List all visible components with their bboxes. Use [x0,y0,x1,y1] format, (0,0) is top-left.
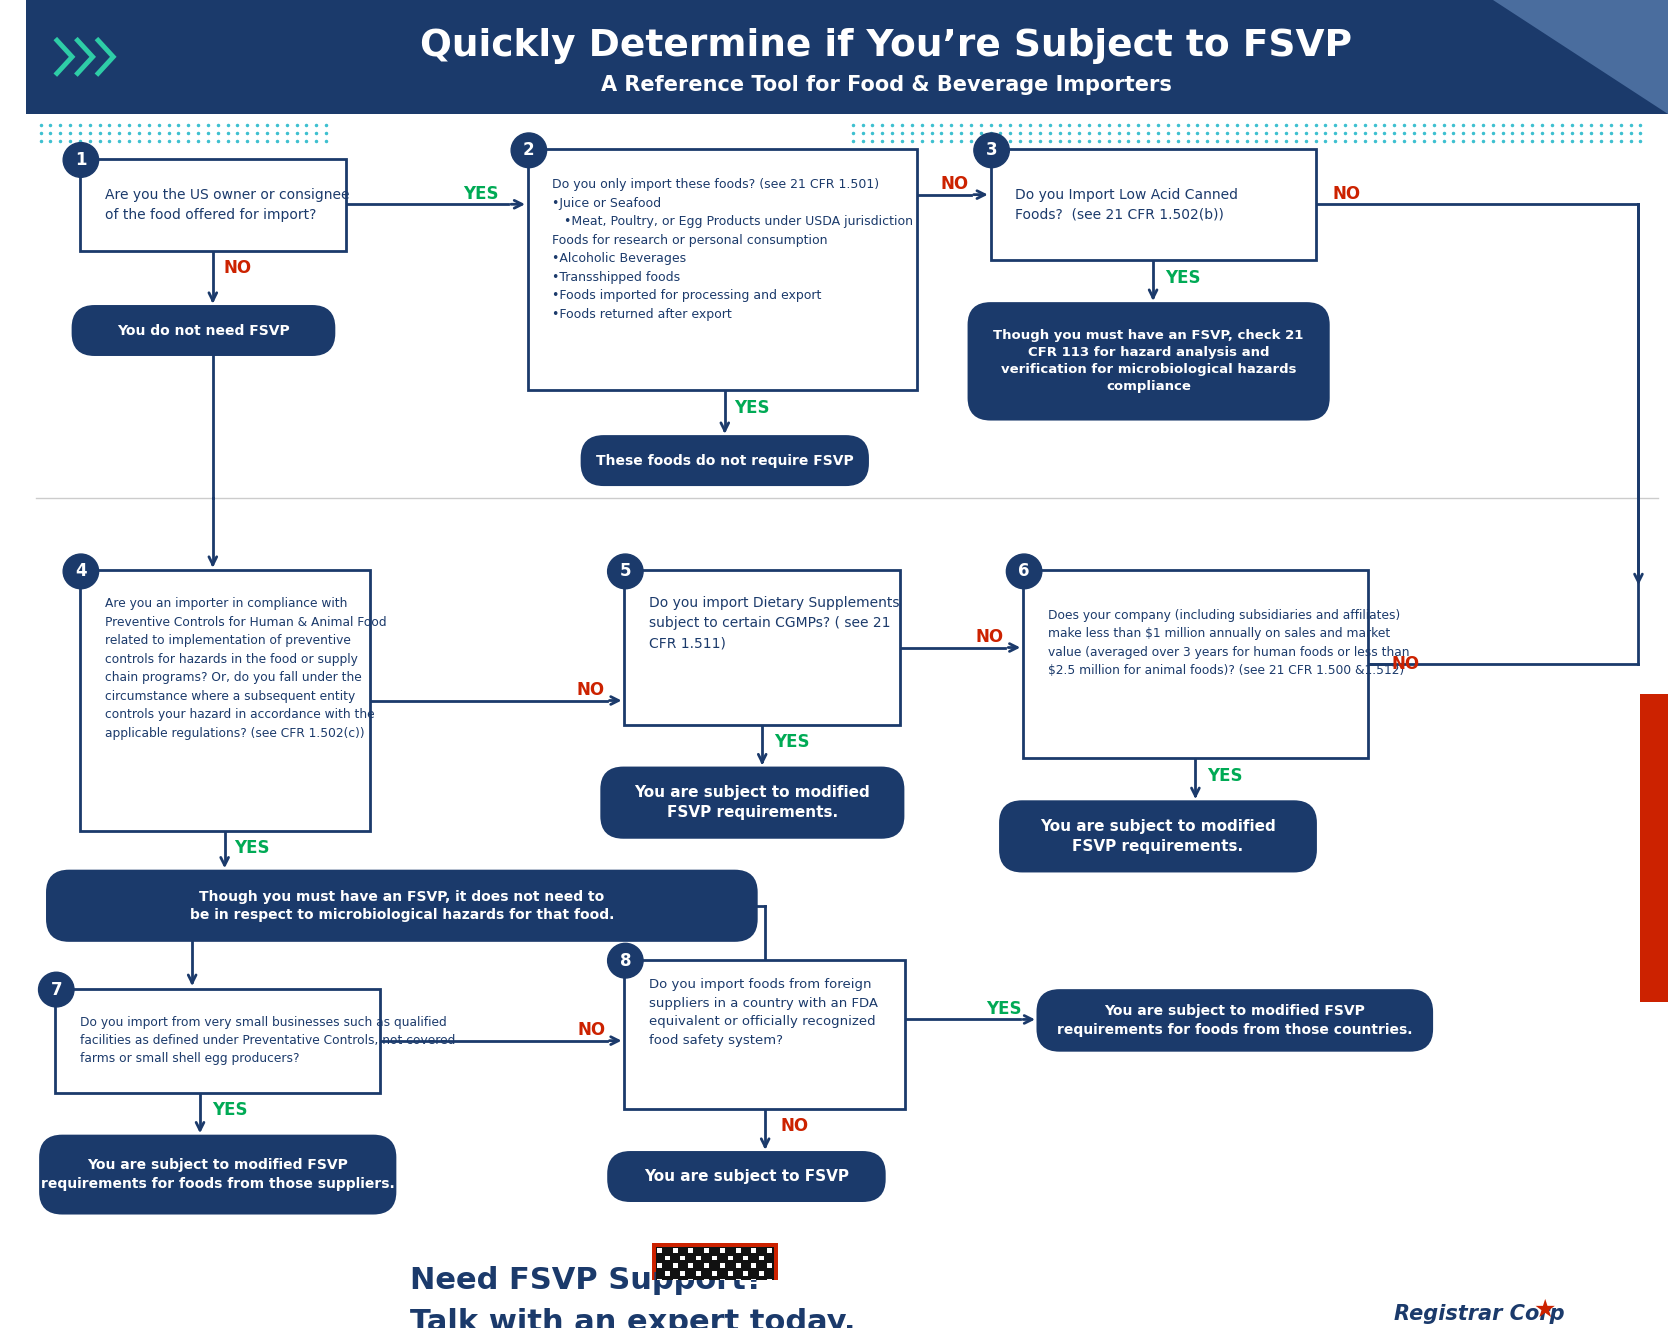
Text: 8: 8 [619,952,631,969]
FancyBboxPatch shape [751,1309,756,1315]
FancyBboxPatch shape [704,1325,709,1328]
FancyBboxPatch shape [721,1309,726,1315]
FancyBboxPatch shape [624,960,906,1109]
FancyBboxPatch shape [759,1287,764,1291]
FancyBboxPatch shape [704,1279,709,1283]
FancyBboxPatch shape [721,1325,726,1328]
Text: NO: NO [781,1117,809,1135]
Text: Do you only import these foods? (see 21 CFR 1.501)
•Juice or Seafood
   •Meat, P: Do you only import these foods? (see 21 … [552,178,914,321]
FancyBboxPatch shape [767,1248,772,1252]
FancyBboxPatch shape [689,1325,694,1328]
FancyBboxPatch shape [672,1325,677,1328]
FancyBboxPatch shape [624,571,901,725]
Circle shape [607,943,644,977]
Circle shape [63,142,98,178]
FancyBboxPatch shape [25,0,1668,114]
Text: Are you the US owner or consignee
of the food offered for import?: Are you the US owner or consignee of the… [105,187,349,222]
Text: Do you import from very small businesses such as qualified
facilities as defined: Do you import from very small businesses… [80,1016,455,1065]
FancyBboxPatch shape [689,1279,694,1283]
FancyBboxPatch shape [727,1287,732,1291]
Text: Are you an importer in compliance with
Preventive Controls for Human & Animal Fo: Are you an importer in compliance with P… [105,598,385,740]
FancyBboxPatch shape [672,1263,677,1268]
FancyBboxPatch shape [40,1135,395,1214]
FancyBboxPatch shape [666,1301,669,1307]
FancyBboxPatch shape [696,1271,701,1276]
Text: YES: YES [774,733,809,750]
FancyBboxPatch shape [759,1301,764,1307]
FancyBboxPatch shape [721,1263,726,1268]
Text: You are subject to FSVP: You are subject to FSVP [644,1169,849,1185]
Text: 2: 2 [524,141,535,159]
FancyBboxPatch shape [666,1317,669,1321]
FancyBboxPatch shape [657,1263,662,1268]
FancyBboxPatch shape [744,1271,749,1276]
Text: Though you must have an FSVP, check 21
CFR 113 for hazard analysis and
verificat: Though you must have an FSVP, check 21 C… [994,329,1304,393]
FancyBboxPatch shape [751,1263,756,1268]
FancyBboxPatch shape [736,1293,741,1299]
FancyBboxPatch shape [727,1301,732,1307]
Polygon shape [1493,0,1668,114]
FancyBboxPatch shape [751,1325,756,1328]
FancyBboxPatch shape [609,1153,884,1201]
FancyBboxPatch shape [744,1301,749,1307]
Text: NO: NO [224,259,252,276]
Text: 6: 6 [1019,562,1029,580]
Text: YES: YES [734,398,771,417]
FancyBboxPatch shape [80,159,345,251]
Text: YES: YES [212,1101,247,1120]
FancyBboxPatch shape [721,1279,726,1283]
Text: Do you import Dietary Supplements
subject to certain CGMPs? ( see 21
CFR 1.511): Do you import Dietary Supplements subjec… [649,596,899,651]
FancyBboxPatch shape [759,1271,764,1276]
FancyBboxPatch shape [689,1293,694,1299]
FancyBboxPatch shape [681,1317,686,1321]
FancyBboxPatch shape [47,871,756,940]
FancyBboxPatch shape [681,1301,686,1307]
FancyBboxPatch shape [751,1248,756,1252]
FancyBboxPatch shape [759,1317,764,1321]
FancyBboxPatch shape [666,1271,669,1276]
Text: You are subject to modified
FSVP requirements.: You are subject to modified FSVP require… [1041,819,1276,854]
Text: YES: YES [986,1000,1021,1017]
FancyBboxPatch shape [744,1255,749,1260]
FancyBboxPatch shape [1640,693,1668,1003]
Circle shape [974,133,1009,167]
FancyBboxPatch shape [657,1293,662,1299]
FancyBboxPatch shape [1037,991,1431,1050]
Text: ★: ★ [1535,1297,1556,1321]
FancyBboxPatch shape [652,1243,777,1328]
FancyBboxPatch shape [681,1255,686,1260]
FancyBboxPatch shape [672,1248,677,1252]
Text: You do not need FSVP: You do not need FSVP [117,324,290,337]
Text: 7: 7 [50,980,62,999]
Text: 5: 5 [619,562,631,580]
FancyBboxPatch shape [736,1248,741,1252]
Text: NO: NO [976,628,1004,645]
FancyBboxPatch shape [689,1309,694,1315]
Circle shape [510,133,547,167]
FancyBboxPatch shape [767,1263,772,1268]
Text: Do you import foods from foreign
suppliers in a country with an FDA
equivalent o: Do you import foods from foreign supplie… [649,979,877,1046]
FancyBboxPatch shape [704,1263,709,1268]
Text: Does your company (including subsidiaries and affiliates)
make less than $1 mill: Does your company (including subsidiarie… [1048,610,1409,677]
FancyBboxPatch shape [696,1287,701,1291]
FancyBboxPatch shape [736,1309,741,1315]
Text: NO: NO [1333,185,1361,203]
Circle shape [63,554,98,588]
FancyBboxPatch shape [672,1309,677,1315]
Text: YES: YES [1208,766,1243,785]
Text: These foods do not require FSVP: These foods do not require FSVP [595,454,854,467]
Text: Do you Import Low Acid Canned
Foods?  (see 21 CFR 1.502(b)): Do you Import Low Acid Canned Foods? (se… [1016,187,1238,220]
Text: Though you must have an FSVP, it does not need to
be in respect to microbiologic: Though you must have an FSVP, it does no… [190,890,614,922]
FancyBboxPatch shape [666,1287,669,1291]
Text: YES: YES [235,839,270,857]
FancyBboxPatch shape [751,1279,756,1283]
FancyBboxPatch shape [736,1279,741,1283]
FancyBboxPatch shape [767,1325,772,1328]
FancyBboxPatch shape [602,768,902,838]
Text: You are subject to modified FSVP
requirements for foods from those countries.: You are subject to modified FSVP require… [1058,1004,1413,1037]
FancyBboxPatch shape [704,1309,709,1315]
FancyBboxPatch shape [1001,802,1316,871]
FancyBboxPatch shape [657,1325,662,1328]
Circle shape [1006,554,1042,588]
Text: 3: 3 [986,141,997,159]
